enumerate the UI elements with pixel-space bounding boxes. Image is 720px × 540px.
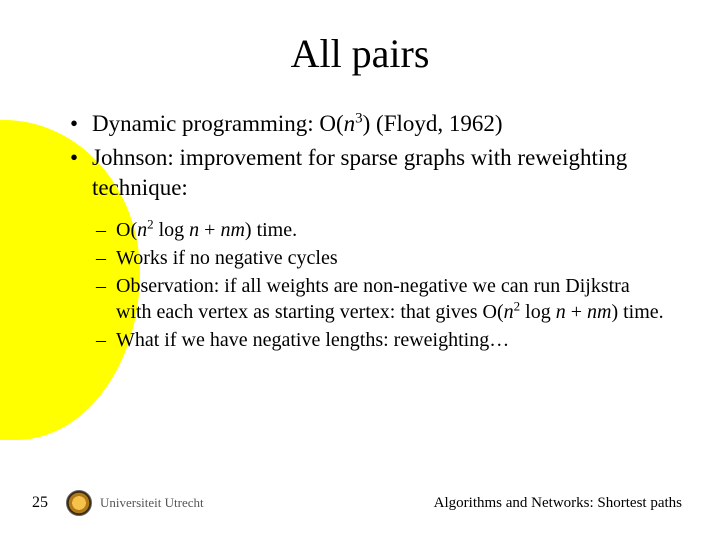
- sub-text: What if we have negative lengths: reweig…: [116, 329, 509, 351]
- bullet-item: Johnson: improvement for sparse graphs w…: [70, 143, 670, 203]
- math-var: nm: [587, 301, 611, 323]
- slide-container: All pairs Dynamic programming: O(n3) (Fl…: [0, 0, 720, 540]
- bullet-text: Dynamic programming: O(: [92, 111, 344, 136]
- sub-bullet-item: Works if no negative cycles: [96, 245, 670, 271]
- math-var: n: [137, 219, 147, 241]
- math-var: n: [344, 111, 356, 136]
- math-var: n: [556, 301, 566, 323]
- sub-text: +: [566, 301, 587, 323]
- sub-text: log: [520, 301, 556, 323]
- sub-text: Works if no negative cycles: [116, 247, 338, 269]
- sub-bullet-item: Observation: if all weights are non-nega…: [96, 273, 670, 325]
- bullet-text: Johnson: improvement for sparse graphs w…: [92, 145, 627, 200]
- math-sup: 3: [355, 110, 362, 126]
- math-var: n: [189, 219, 199, 241]
- page-number: 25: [32, 494, 48, 512]
- sub-text: ) time.: [611, 301, 663, 323]
- bullet-item: Dynamic programming: O(n3) (Floyd, 1962): [70, 109, 670, 139]
- institution-logo: Universiteit Utrecht: [66, 490, 204, 516]
- sub-text: O(: [116, 219, 137, 241]
- bullet-text: ) (Floyd, 1962): [363, 111, 503, 136]
- math-var: nm: [220, 219, 244, 241]
- math-var: n: [504, 301, 514, 323]
- sub-text: +: [199, 219, 220, 241]
- institution-name: Universiteit Utrecht: [100, 495, 204, 511]
- footer-left: 25 Universiteit Utrecht: [32, 490, 204, 516]
- slide-footer: 25 Universiteit Utrecht Algorithms and N…: [0, 490, 720, 516]
- sub-text: log: [154, 219, 190, 241]
- sub-bullet-item: What if we have negative lengths: reweig…: [96, 327, 670, 353]
- slide-title: All pairs: [50, 30, 670, 77]
- sub-bullet-item: O(n2 log n + nm) time.: [96, 217, 670, 243]
- sub-text: ) time.: [245, 219, 297, 241]
- logo-badge-icon: [66, 490, 92, 516]
- course-title: Algorithms and Networks: Shortest paths: [434, 495, 682, 512]
- bullet-list: Dynamic programming: O(n3) (Floyd, 1962)…: [50, 109, 670, 203]
- sub-bullet-list: O(n2 log n + nm) time. Works if no negat…: [50, 217, 670, 353]
